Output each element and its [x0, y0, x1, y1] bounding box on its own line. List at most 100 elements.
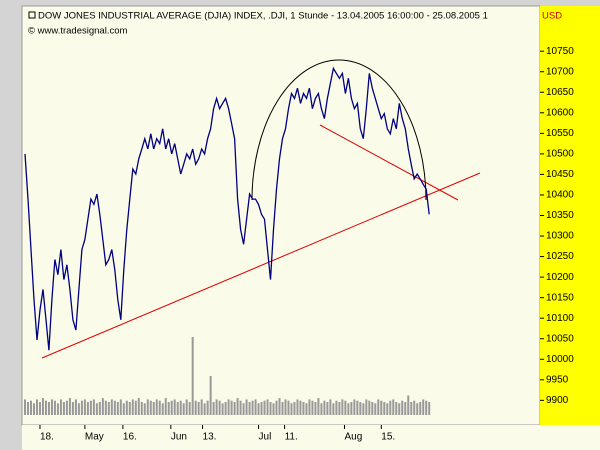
- volume-bar: [311, 400, 314, 415]
- volume-bar: [113, 400, 116, 415]
- volume-bar: [380, 400, 383, 415]
- neckline: [319, 124, 459, 201]
- volume-bar: [389, 400, 392, 415]
- volume-bar: [395, 402, 398, 415]
- volume-bar: [170, 400, 173, 415]
- volume-bar: [158, 400, 161, 415]
- volume-bar: [155, 399, 158, 415]
- volume-bar: [119, 399, 122, 415]
- volume-bar: [305, 403, 308, 415]
- volume-bar: [98, 402, 101, 415]
- volume-bar: [101, 398, 104, 415]
- volume-bar: [173, 399, 176, 415]
- volume-bar: [224, 402, 227, 415]
- y-tick-label: 10000: [546, 354, 574, 365]
- x-tick-label: May: [85, 432, 104, 443]
- volume-bar: [284, 399, 287, 415]
- volume-bar: [365, 399, 368, 415]
- x-tick-label: 16.: [123, 432, 137, 443]
- x-tick-label: Jul: [259, 432, 272, 443]
- volume-bar: [218, 400, 221, 415]
- y-tick-label: 10250: [546, 251, 574, 262]
- volume-bar: [392, 399, 395, 415]
- volume-bar: [134, 400, 137, 415]
- volume-bar: [371, 402, 374, 415]
- volume-bar: [140, 402, 143, 415]
- volume-bar: [110, 399, 113, 415]
- volume-bar: [77, 403, 80, 415]
- volume-bar: [59, 399, 62, 415]
- volume-bar: [374, 403, 377, 415]
- volume-bar: [275, 400, 278, 415]
- volume-bar: [377, 399, 380, 415]
- volume-bar: [137, 398, 140, 415]
- volume-bar: [299, 400, 302, 415]
- volume-bar: [32, 403, 35, 415]
- volume-bar: [236, 398, 239, 415]
- currency: USD: [542, 11, 562, 22]
- icon: [28, 11, 36, 19]
- volume-bar: [287, 400, 290, 415]
- volume-bar: [161, 403, 164, 415]
- plot-area: [21, 5, 541, 426]
- y-tick-label: 10550: [546, 128, 574, 139]
- volume-bar: [209, 376, 212, 415]
- volume-bar: [245, 399, 248, 415]
- volume-bar: [41, 398, 44, 415]
- volume-bar: [191, 337, 194, 415]
- y-tick-label: 9950: [546, 374, 569, 385]
- volume-bar: [122, 403, 125, 415]
- volume-bar: [254, 399, 257, 415]
- x-tick-label: 15.: [381, 432, 395, 443]
- volume-bar: [197, 402, 200, 415]
- volume-bar: [68, 398, 71, 415]
- volume-bar: [257, 403, 260, 415]
- volume-bar: [422, 399, 425, 415]
- volume-bar: [293, 402, 296, 415]
- volume-bar: [200, 399, 203, 415]
- source: © www.tradesignal.com: [28, 26, 127, 37]
- volume-bar: [332, 403, 335, 415]
- volume-bar: [356, 400, 359, 415]
- x-tick-label: Aug: [344, 432, 362, 443]
- volume-bar: [125, 400, 128, 415]
- volume-bar: [344, 400, 347, 415]
- x-tick-label: 11.: [285, 432, 298, 443]
- volume-bar: [65, 400, 68, 415]
- volume-bar: [164, 398, 167, 415]
- volume-bar: [47, 402, 50, 415]
- volume-bar: [179, 400, 182, 415]
- y-tick-label: 10450: [546, 169, 574, 180]
- volume-bar: [56, 403, 59, 415]
- volume-bar: [104, 400, 107, 415]
- volume-bar: [167, 402, 170, 415]
- volume-bar: [86, 402, 89, 415]
- y-tick-label: 10100: [546, 313, 574, 324]
- volume-bar: [233, 402, 236, 415]
- volume-bar: [227, 399, 230, 415]
- x-tick-label: 18.: [40, 432, 54, 443]
- volume-bar: [272, 403, 275, 415]
- volume-bar: [302, 402, 305, 415]
- volume-bar: [383, 402, 386, 415]
- volume-bar: [74, 399, 77, 415]
- volume-bar: [416, 403, 419, 415]
- volume-bar: [143, 403, 146, 415]
- volume-bar: [428, 402, 431, 415]
- volume-bar: [410, 402, 413, 415]
- volume-bar: [266, 399, 269, 415]
- volume-bar: [185, 399, 188, 415]
- y-tick-label: 10300: [546, 231, 574, 242]
- volume-bar: [401, 400, 404, 415]
- volume-bar: [260, 402, 263, 415]
- volume-bar: [407, 395, 410, 415]
- y-tick-label: 10600: [546, 107, 574, 118]
- volume-bar: [317, 398, 320, 415]
- volume-bar: [176, 402, 179, 415]
- volume-bar: [29, 400, 32, 415]
- volume-bar: [242, 403, 245, 415]
- volume-bar: [323, 400, 326, 415]
- volume-bar: [212, 402, 215, 415]
